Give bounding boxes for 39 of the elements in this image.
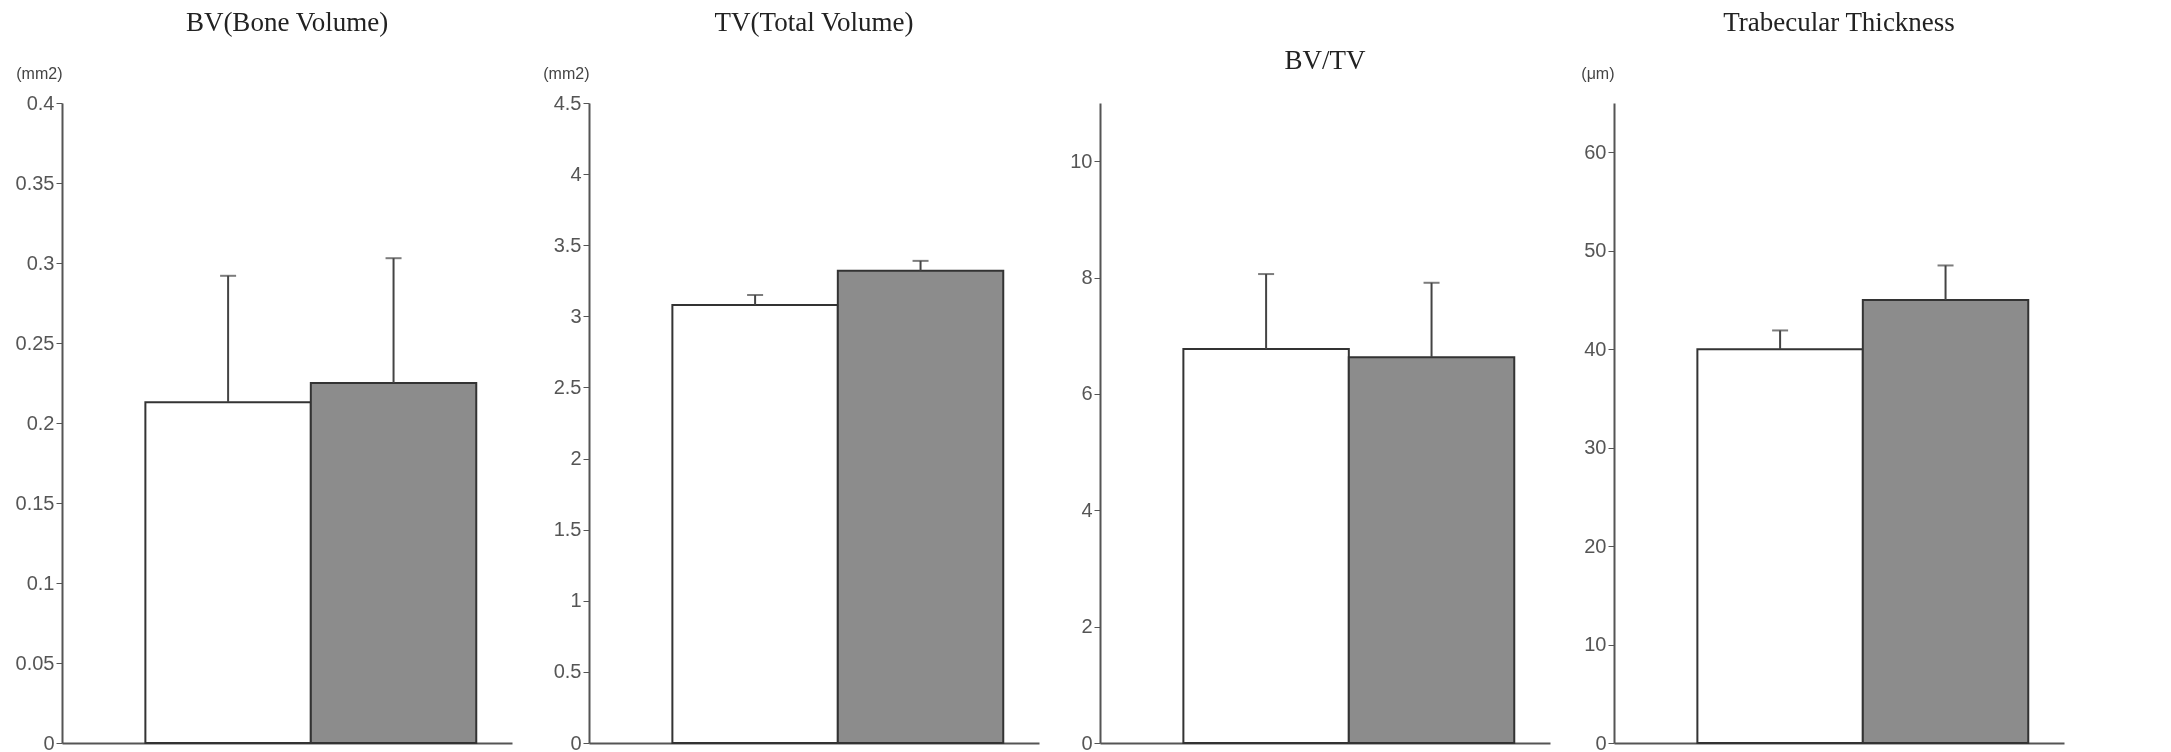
y-tick-label: 1.5 bbox=[553, 518, 582, 541]
y-tick-label: 2 bbox=[570, 447, 582, 470]
y-tick-label: 10 bbox=[1584, 633, 1607, 656]
chart-title: Trabecular Thickness bbox=[1723, 7, 1955, 37]
y-axis-title: (mm2) bbox=[16, 64, 63, 82]
y-tick-label: 0.2 bbox=[26, 411, 55, 434]
y-tick-label: 0.15 bbox=[15, 491, 55, 514]
y-tick-label: 4 bbox=[1081, 498, 1093, 521]
chart-title: BV/TV bbox=[1284, 45, 1366, 75]
y-tick-label: 40 bbox=[1584, 337, 1607, 360]
y-tick-label: 3 bbox=[570, 304, 582, 327]
y-tick-label: 30 bbox=[1584, 436, 1607, 459]
y-tick-label: 0 bbox=[1595, 731, 1607, 752]
y-tick-label: 0.05 bbox=[15, 651, 55, 674]
y-axis-title: (mm2) bbox=[543, 64, 590, 82]
y-tick-label: 50 bbox=[1584, 239, 1607, 262]
y-tick-label: 1 bbox=[570, 589, 582, 612]
y-tick-label: 60 bbox=[1584, 140, 1607, 163]
y-tick-label: 0.1 bbox=[26, 571, 55, 594]
y-tick-label: 3.5 bbox=[553, 233, 582, 256]
y-tick-label: 4.5 bbox=[553, 91, 582, 114]
y-tick-label: 0 bbox=[570, 731, 582, 752]
y-tick-label: 0.4 bbox=[26, 91, 55, 114]
y-tick-label: 0 bbox=[1081, 731, 1093, 752]
y-tick-label: 0.3 bbox=[26, 251, 55, 274]
y-tick-label: 20 bbox=[1584, 534, 1607, 557]
y-tick-label: 2.5 bbox=[553, 375, 582, 398]
y-tick-label: 0.25 bbox=[15, 331, 55, 354]
y-tick-label: 6 bbox=[1081, 382, 1093, 405]
chart-title: BV(Bone Volume) bbox=[185, 7, 389, 37]
y-axis-title: (μm) bbox=[1581, 64, 1615, 82]
y-tick-label: 0 bbox=[43, 731, 55, 752]
y-tick-label: 2 bbox=[1081, 615, 1093, 638]
chart-title: TV(Total Volume) bbox=[714, 7, 914, 37]
y-tick-label: 0.35 bbox=[15, 171, 55, 194]
y-tick-label: 4 bbox=[570, 162, 582, 185]
y-tick-label: 8 bbox=[1081, 266, 1093, 289]
y-tick-label: 10 bbox=[1070, 149, 1093, 172]
y-tick-label: 0.5 bbox=[553, 660, 582, 683]
